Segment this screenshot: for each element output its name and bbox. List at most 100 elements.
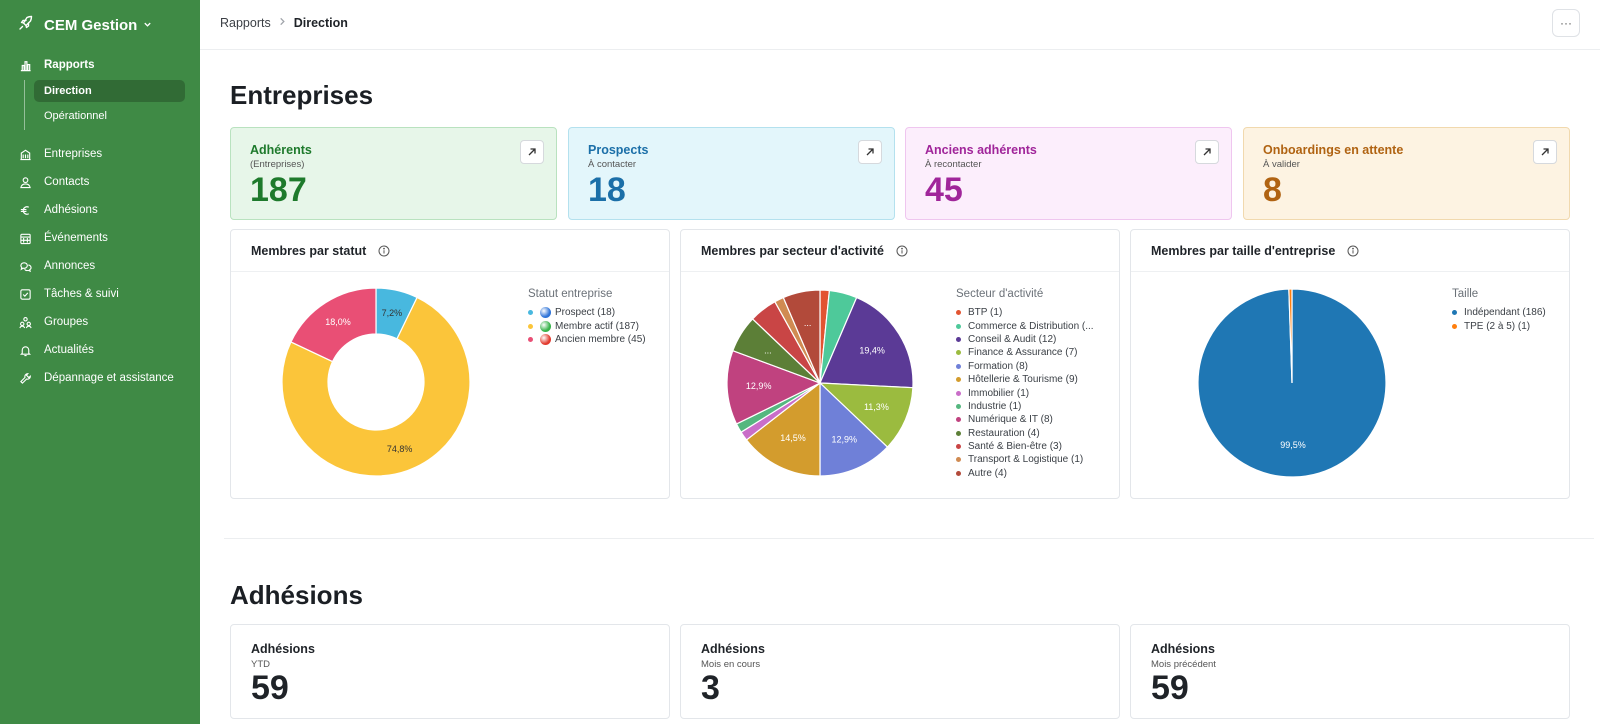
kpi-title: Onboardings en attente (1263, 143, 1404, 157)
legend-item[interactable]: Industrie (1) (956, 400, 1116, 413)
legend-label: Ancien membre (45) (555, 333, 646, 345)
chart-header: Membres par taille d'entreprise (1131, 230, 1569, 272)
open-arrow-icon[interactable] (520, 140, 544, 164)
user-icon (18, 175, 32, 189)
sidebar-item-adhesions[interactable]: Adhésions (18, 200, 98, 220)
legend-item[interactable]: Formation (8) (956, 360, 1116, 373)
legend-item[interactable]: Membre actif (187) (528, 319, 646, 332)
legend-item[interactable]: TPE (2 à 5) (1) (1452, 319, 1546, 332)
sidebar-item-label: Rapports (44, 59, 95, 71)
pie-slice[interactable] (281, 296, 471, 477)
chart-header: Membres par statut (231, 230, 669, 272)
stat-card-mois-en-cours: Adhésions Mois en cours 3 (680, 624, 1120, 719)
info-icon[interactable] (896, 245, 908, 257)
legend-label: Hôtellerie & Tourisme (9) (968, 374, 1078, 386)
stat-card-mois-precedent: Adhésions Mois précédent 59 (1130, 624, 1570, 719)
legend-item[interactable]: Santé & Bien-être (3) (956, 440, 1116, 453)
sidebar-item-actualites[interactable]: Actualités (18, 340, 94, 360)
pie-slice[interactable] (819, 296, 914, 389)
legend-marker (956, 403, 961, 409)
pie-slice[interactable] (818, 382, 914, 448)
more-options-button[interactable]: ··· (1552, 9, 1580, 37)
kpi-title: Prospects (588, 143, 649, 157)
chevron-down-icon (143, 16, 152, 34)
pie-data-label: 12,9% (746, 381, 772, 391)
pie-data-label: ... (804, 318, 812, 328)
legend-marker (956, 350, 961, 356)
legend-marker (956, 363, 961, 369)
legend-label: BTP (1) (968, 307, 1003, 319)
legend-item[interactable]: BTP (1) (956, 306, 1116, 319)
pie-slice[interactable] (290, 287, 377, 363)
legend-item[interactable]: Autre (4) (956, 467, 1116, 480)
stat-subtitle: Mois précédent (1151, 659, 1216, 670)
pie-data-label: 74,8% (387, 444, 413, 454)
pie-slice[interactable] (819, 381, 889, 477)
sidebar-subitem-direction[interactable]: Direction (34, 80, 185, 102)
breadcrumb: Rapports Direction (220, 16, 348, 30)
kpi-card-onboardings[interactable]: Onboardings en attente À valider 8 (1243, 127, 1570, 220)
info-icon[interactable] (1347, 245, 1359, 257)
legend-item[interactable]: Finance & Assurance (7) (956, 346, 1116, 359)
stat-card-ytd: Adhésions YTD 59 (230, 624, 670, 719)
sidebar-subitem-operationnel[interactable]: Opérationnel (44, 110, 107, 122)
rocket-icon (18, 15, 34, 36)
legend-label: Numérique & IT (8) (968, 414, 1053, 426)
legend-item[interactable]: Prospect (18) (528, 306, 646, 319)
sidebar-item-entreprises[interactable]: Entreprises (18, 144, 102, 164)
legend-item[interactable]: Commerce & Distribution (... (956, 319, 1116, 332)
sidebar-item-evenements[interactable]: Événements (18, 228, 108, 248)
kpi-card-prospects[interactable]: Prospects À contacter 18 (568, 127, 895, 220)
calendar-icon (18, 231, 32, 245)
pie-slice[interactable] (745, 381, 821, 477)
chat-icon (18, 259, 32, 273)
legend-label: Indépendant (186) (1464, 307, 1546, 319)
kpi-card-anciens-adherents[interactable]: Anciens adhérents À recontacter 45 (905, 127, 1232, 220)
legend-item[interactable]: Immobilier (1) (956, 386, 1116, 399)
legend-marker (1452, 323, 1457, 329)
pie-data-label: 12,9% (831, 434, 857, 444)
app-switcher[interactable]: CEM Gestion (18, 14, 152, 36)
pie-slice[interactable] (726, 349, 822, 425)
pie-slice[interactable] (782, 289, 821, 384)
legend-item[interactable]: Conseil & Audit (12) (956, 333, 1116, 346)
chart-plot: 99,5% (1197, 288, 1387, 478)
pie-slice[interactable] (1288, 288, 1293, 384)
legend-item[interactable]: Numérique & IT (8) (956, 413, 1116, 426)
kpi-subtitle: À valider (1263, 159, 1300, 170)
open-arrow-icon[interactable] (1195, 140, 1219, 164)
legend-label: Restauration (4) (968, 427, 1040, 439)
building-icon (18, 147, 32, 161)
pie-data-label: 99,5% (1280, 440, 1306, 450)
legend-label: Immobilier (1) (968, 387, 1030, 399)
legend-item[interactable]: Transport & Logistique (1) (956, 453, 1116, 466)
pie-data-label: 18,0% (325, 317, 351, 327)
kpi-value: 45 (925, 171, 963, 209)
info-icon[interactable] (378, 245, 390, 257)
kpi-card-adherents[interactable]: Adhérents (Entreprises) 187 (230, 127, 557, 220)
open-arrow-icon[interactable] (1533, 140, 1557, 164)
sidebar-item-taches[interactable]: Tâches & suivi (18, 284, 119, 304)
sidebar-item-depannage[interactable]: Dépannage et assistance (18, 368, 174, 388)
kpi-subtitle: (Entreprises) (250, 159, 305, 170)
sidebar-item-groupes[interactable]: Groupes (18, 312, 88, 332)
sidebar-item-annonces[interactable]: Annonces (18, 256, 95, 276)
top-bar: Rapports Direction ··· (200, 0, 1600, 50)
legend-item[interactable]: Hôtellerie & Tourisme (9) (956, 373, 1116, 386)
chart-header: Membres par secteur d'activité (681, 230, 1119, 272)
sidebar-item-label: Contacts (44, 176, 90, 188)
legend-item[interactable]: Ancien membre (45) (528, 333, 646, 346)
breadcrumb-rapports[interactable]: Rapports (220, 16, 271, 30)
sidebar-item-rapports[interactable]: Rapports (18, 55, 94, 75)
legend-marker (528, 336, 533, 342)
kpi-title: Adhérents (250, 143, 312, 157)
legend-label: TPE (2 à 5) (1) (1464, 320, 1531, 332)
sidebar-item-contacts[interactable]: Contacts (18, 172, 89, 192)
sidebar-item-label: Entreprises (44, 148, 103, 160)
legend-item[interactable]: Indépendant (186) (1452, 306, 1546, 319)
legend-label: Transport & Logistique (1) (968, 454, 1084, 466)
open-arrow-icon[interactable] (858, 140, 882, 164)
sidebar-item-label: Actualités (44, 344, 94, 356)
legend-item[interactable]: Restauration (4) (956, 427, 1116, 440)
legend-label: Commerce & Distribution (... (968, 320, 1094, 332)
